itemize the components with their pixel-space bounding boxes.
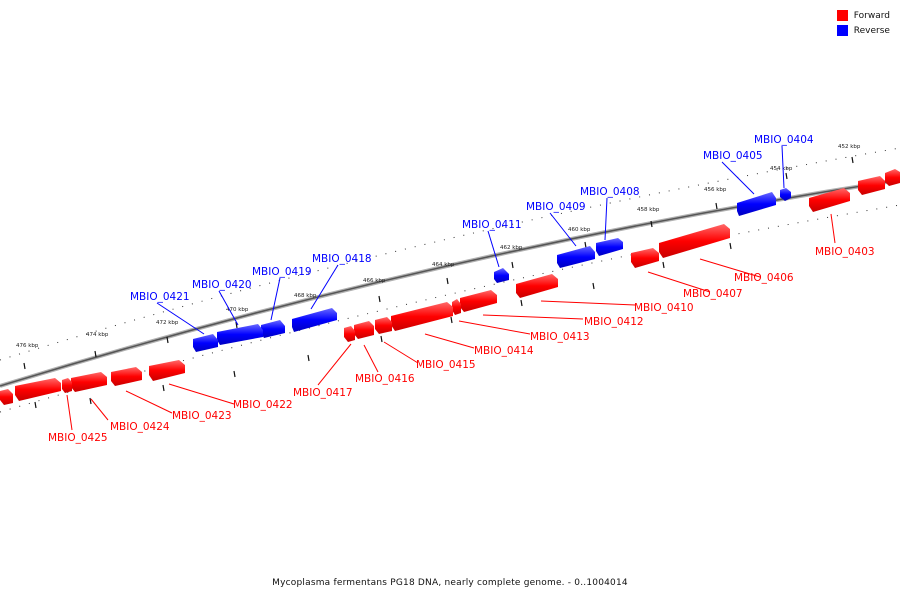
kbp-label: 460 kbp xyxy=(568,227,591,233)
gene-MBIO_0405[interactable] xyxy=(737,192,776,216)
gene-label: MBIO_0408 xyxy=(580,186,640,198)
gene-MBIO_0425[interactable] xyxy=(62,378,72,393)
gene-label: MBIO_0407 xyxy=(683,288,743,300)
gene-label: MBIO_0413 xyxy=(530,331,590,343)
gene-MBIO_0412[interactable] xyxy=(460,290,497,312)
kbp-label: 470 kbp xyxy=(226,307,249,313)
gene-labels-reverse: MBIO_0404 MBIO_0405 MBIO_0408 MBIO_0409 … xyxy=(130,134,814,303)
gene-MBIO_0419[interactable] xyxy=(261,320,285,338)
forward-swatch xyxy=(836,10,848,21)
kbp-label: 474 kbp xyxy=(86,332,109,338)
legend-reverse: Reverse xyxy=(836,23,890,38)
gene-MBIO_0407[interactable] xyxy=(631,248,659,268)
reverse-genes xyxy=(193,188,791,352)
gene-MBIO_0406[interactable] xyxy=(659,224,730,258)
kbp-labels: 452 kbp 454 kbp 456 kbp 458 kbp 460 kbp … xyxy=(16,144,861,349)
gene-label: MBIO_0409 xyxy=(526,201,586,213)
legend: Forward Reverse xyxy=(836,8,890,38)
gene-label: MBIO_0405 xyxy=(703,150,763,162)
kbp-label: 462 kbp xyxy=(500,245,523,251)
gene-MBIO_0414[interactable] xyxy=(391,302,453,331)
gene-MBIO_0403-unlabeled-a[interactable] xyxy=(885,169,900,186)
gene-MBIO_0416[interactable] xyxy=(354,321,374,339)
gene-labels-forward: MBIO_0403 MBIO_0406 MBIO_0407 MBIO_0410 … xyxy=(48,246,875,444)
figure-caption: Mycoplasma fermentans PG18 DNA, nearly c… xyxy=(272,578,628,588)
gene-label: MBIO_0404 xyxy=(754,134,814,146)
forward-genes xyxy=(0,169,900,405)
gene-label: MBIO_0406 xyxy=(734,272,794,284)
gene-MBIO_0403-unlabeled-b[interactable] xyxy=(858,176,885,195)
gene-label: MBIO_0423 xyxy=(172,410,232,422)
major-ticks xyxy=(23,156,854,409)
gene-label: MBIO_0414 xyxy=(474,345,534,357)
gene-label: MBIO_0415 xyxy=(416,359,476,371)
kbp-label: 466 kbp xyxy=(363,278,386,284)
gene-MBIO_0413[interactable] xyxy=(452,299,461,315)
kbp-label: 464 kbp xyxy=(432,262,455,268)
gene-label: MBIO_0410 xyxy=(634,302,694,314)
gene-MBIO_0425-unlabeled-a[interactable] xyxy=(15,378,61,401)
scale-track-upper xyxy=(0,147,900,361)
gene-MBIO_0425-unlabeled-b[interactable] xyxy=(0,389,13,405)
reverse-swatch xyxy=(836,25,848,36)
gene-label: MBIO_0412 xyxy=(584,316,644,328)
gene-MBIO_0403[interactable] xyxy=(809,188,850,212)
label-leaders-forward xyxy=(66,213,836,431)
legend-forward-label: Forward xyxy=(853,10,890,21)
kbp-label: 476 kbp xyxy=(16,343,39,349)
kbp-label: 472 kbp xyxy=(156,320,179,326)
gene-MBIO_0421[interactable] xyxy=(193,334,218,352)
gene-label: MBIO_0421 xyxy=(130,291,190,303)
gene-label: MBIO_0422 xyxy=(233,399,293,411)
gene-label: MBIO_0420 xyxy=(192,279,252,291)
gene-label: MBIO_0418 xyxy=(312,253,372,265)
gene-MBIO_0420[interactable] xyxy=(217,324,263,345)
gene-label: MBIO_0425 xyxy=(48,432,108,444)
gene-label: MBIO_0403 xyxy=(815,246,875,258)
label-leaders-reverse xyxy=(156,145,785,335)
gene-MBIO_0410[interactable] xyxy=(516,274,558,298)
gene-MBIO_0404[interactable] xyxy=(780,188,791,201)
kbp-label: 468 kbp xyxy=(294,293,317,299)
gene-label: MBIO_0411 xyxy=(462,219,522,231)
gene-MBIO_0415[interactable] xyxy=(375,317,392,334)
gene-label: MBIO_0424 xyxy=(110,421,170,433)
kbp-label: 454 kbp xyxy=(770,166,793,172)
kbp-label: 458 kbp xyxy=(637,207,660,213)
gene-MBIO_0408[interactable] xyxy=(596,238,623,256)
gene-MBIO_0422[interactable] xyxy=(149,360,185,381)
gene-MBIO_0418[interactable] xyxy=(292,308,337,332)
gene-MBIO_0409[interactable] xyxy=(557,246,595,268)
gene-label: MBIO_0416 xyxy=(355,373,415,385)
gene-label: MBIO_0419 xyxy=(252,266,312,278)
gene-MBIO_0417[interactable] xyxy=(344,326,355,342)
gene-label: MBIO_0417 xyxy=(293,387,353,399)
gene-MBIO_0423[interactable] xyxy=(111,367,142,386)
kbp-label: 452 kbp xyxy=(838,144,861,150)
legend-reverse-label: Reverse xyxy=(853,25,890,36)
gene-MBIO_0424[interactable] xyxy=(71,372,107,392)
legend-forward: Forward xyxy=(836,8,890,23)
gene-MBIO_0411[interactable] xyxy=(494,268,509,283)
kbp-label: 456 kbp xyxy=(704,187,727,193)
